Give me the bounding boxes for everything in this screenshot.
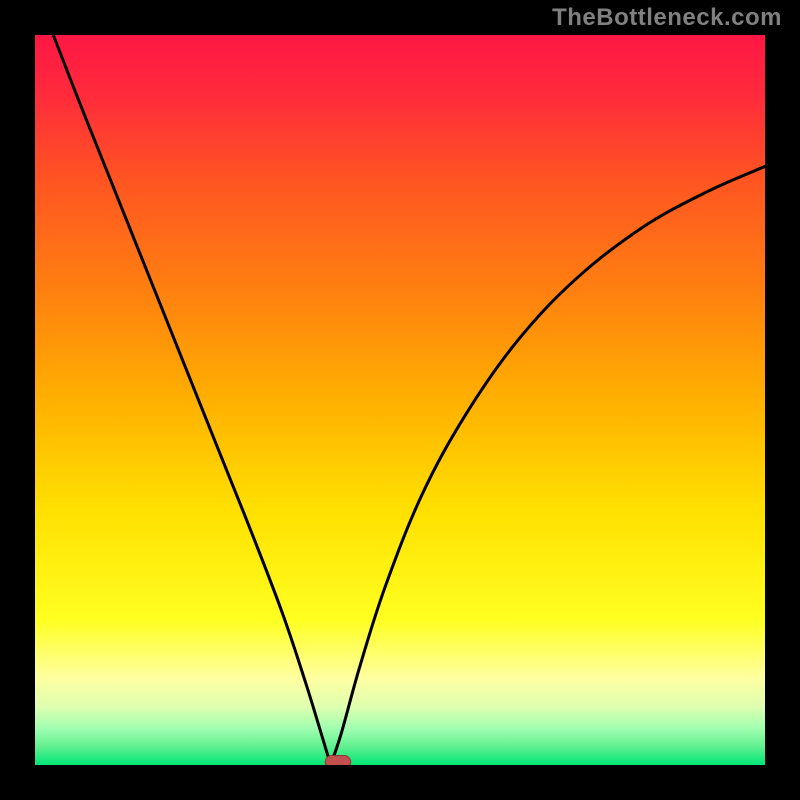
plot-area (35, 35, 765, 765)
chart-frame: TheBottleneck.com (0, 0, 800, 800)
gradient-background (35, 35, 765, 765)
optimal-point-marker (325, 756, 351, 765)
plot-svg (35, 35, 765, 765)
watermark-text: TheBottleneck.com (552, 4, 782, 32)
